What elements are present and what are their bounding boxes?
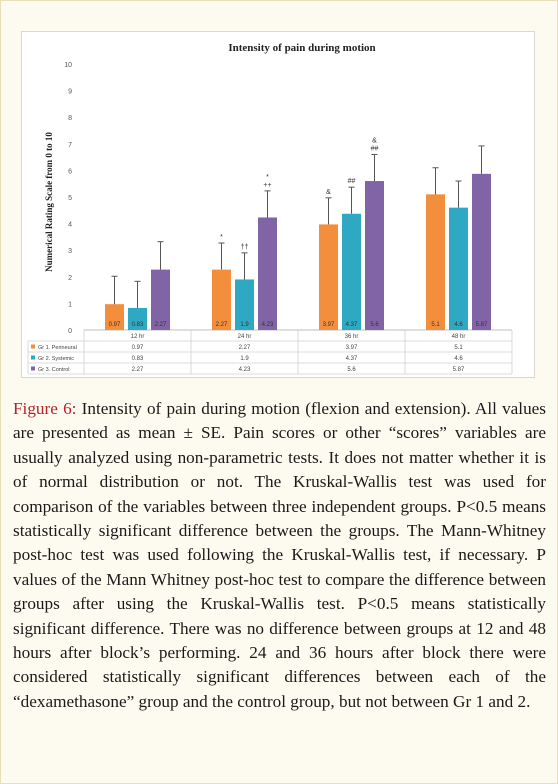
data-label: 4.6 (454, 322, 463, 328)
legend-swatch (31, 344, 35, 349)
x-tick-label: 24 hr (238, 334, 252, 340)
data-label: 1.9 (240, 322, 249, 328)
legend-entry: Gr 3. Control (38, 367, 69, 373)
bar (258, 217, 277, 330)
y-tick-label: 2 (68, 275, 72, 282)
data-label: 4.37 (346, 322, 358, 328)
table-cell-value: 2.27 (132, 367, 144, 373)
bar (105, 304, 124, 330)
legend-entry: Gr 2. Systemic (38, 356, 74, 362)
caption-text: Intensity of pain during motion (flexion… (13, 399, 546, 711)
figure-label: Figure 6: (13, 399, 77, 418)
data-label: 5.1 (431, 322, 440, 328)
table-cell-value: 0.97 (132, 345, 144, 351)
data-label: 2.27 (216, 322, 228, 328)
bar (128, 307, 147, 330)
y-tick-label: 5 (68, 195, 72, 202)
bar (212, 269, 231, 330)
bar (426, 194, 445, 330)
data-label: 2.27 (155, 322, 167, 328)
table-cell-value: 5.6 (347, 367, 356, 373)
data-label: 3.97 (323, 322, 335, 328)
figure-panel: Intensity of pain during motion Numerical… (21, 31, 535, 378)
bar (342, 213, 361, 330)
bar (365, 181, 384, 330)
x-tick-label: 36 hr (345, 334, 359, 340)
table-cell-value: 4.23 (239, 367, 251, 373)
legend-swatch (31, 366, 35, 371)
legend-entry: Gr 1. Perineural (38, 345, 77, 351)
significance-marker: & (372, 137, 377, 144)
significance-marker: * (220, 234, 223, 241)
table-cell-value: 4.37 (346, 356, 358, 362)
table-cell-value: 4.6 (454, 356, 463, 362)
legend-swatch (31, 355, 35, 360)
data-label: 4.23 (262, 322, 274, 328)
data-label: 5.6 (370, 322, 379, 328)
data-label: 5.87 (476, 322, 488, 328)
x-tick-label: 48 hr (452, 334, 466, 340)
bar (472, 173, 491, 330)
table-cell-value: 5.1 (454, 345, 463, 351)
bar (319, 224, 338, 330)
data-label: 0.97 (109, 322, 121, 328)
table-cell-value: 5.87 (453, 367, 465, 373)
y-tick-label: 3 (68, 248, 72, 255)
figure-caption: Figure 6: Intensity of pain during motio… (13, 397, 546, 714)
table-cell-value: 2.27 (239, 345, 251, 351)
y-axis-label: Numerical Rating Scale from 0 to 10 (44, 132, 54, 272)
table-cell-value: 1.9 (240, 356, 249, 362)
y-tick-label: 10 (64, 62, 72, 69)
y-tick-label: 7 (68, 142, 72, 149)
table-cell-value: 3.97 (346, 345, 358, 351)
y-tick-label: 1 (68, 301, 72, 308)
bar (449, 207, 468, 330)
significance-marker: * (266, 174, 269, 181)
y-tick-label: 6 (68, 168, 72, 175)
significance-marker: ## (348, 178, 356, 185)
bar-chart: Intensity of pain during motion Numerical… (27, 42, 513, 375)
significance-marker: ## (371, 145, 379, 152)
y-tick-label: 9 (68, 89, 72, 96)
y-tick-label: 0 (68, 328, 72, 335)
y-tick-label: 8 (68, 115, 72, 122)
bar (151, 269, 170, 330)
x-tick-label: 12 hr (131, 334, 145, 340)
bar (235, 279, 254, 330)
significance-marker: & (326, 189, 331, 196)
significance-marker: †† (241, 244, 249, 251)
data-label: 0.83 (132, 322, 144, 328)
significance-marker: ++ (263, 182, 271, 189)
table-cell-value: 0.83 (132, 356, 144, 362)
chart-title: Intensity of pain during motion (228, 42, 375, 54)
y-tick-label: 4 (68, 222, 72, 229)
